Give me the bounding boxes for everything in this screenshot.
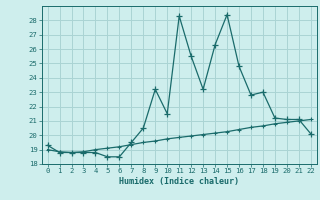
X-axis label: Humidex (Indice chaleur): Humidex (Indice chaleur): [119, 177, 239, 186]
